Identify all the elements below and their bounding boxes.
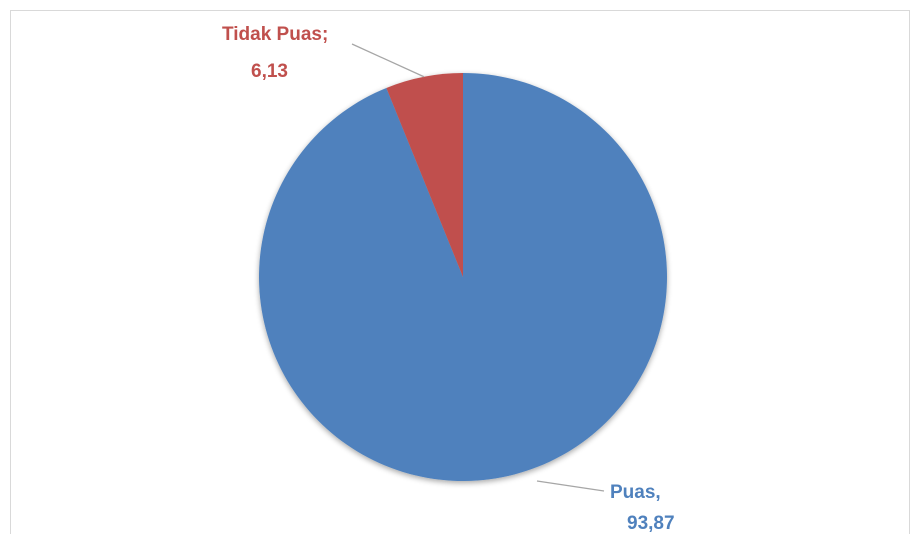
chart-frame	[10, 10, 910, 534]
data-label-puas-value: 93,87	[627, 513, 675, 534]
leader-line-puas	[536, 480, 605, 492]
leader-line-tidak-puas	[351, 43, 425, 78]
data-label-tidak-puas-value: 6,13	[251, 61, 288, 82]
data-label-tidak-puas-name: Tidak Puas;	[222, 24, 328, 45]
data-label-puas-name: Puas,	[610, 482, 661, 503]
pie-slice-tidak-puas	[386, 73, 463, 277]
